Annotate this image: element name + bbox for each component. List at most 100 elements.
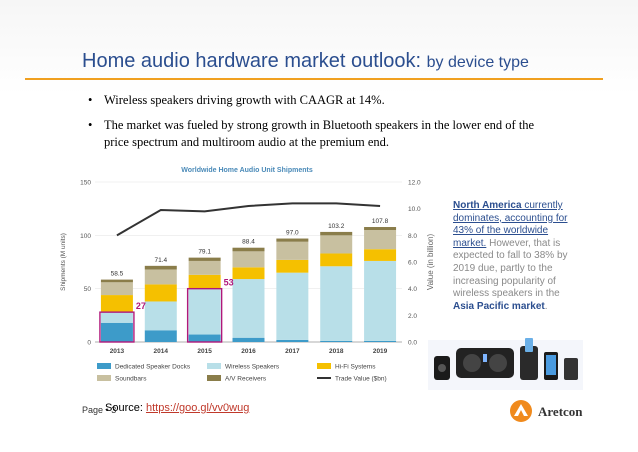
bar-total-label: 97.0 bbox=[286, 230, 299, 237]
legend-label: A/V Receivers bbox=[225, 376, 267, 383]
aretcon-logo: Aretcon bbox=[508, 398, 628, 424]
aretcon-logo-icon bbox=[510, 400, 532, 422]
logo-text: Aretcon bbox=[538, 404, 583, 419]
y-tick-label: 50 bbox=[84, 286, 92, 293]
boombox-right-speaker-icon bbox=[489, 354, 507, 372]
bullet-item: • The market was fueled by strong growth… bbox=[88, 117, 548, 151]
legend-swatch-wireless bbox=[207, 363, 221, 369]
bar-docks bbox=[276, 339, 309, 342]
y-tick-label: 100 bbox=[80, 233, 91, 240]
legend-label: Trade Value ($bn) bbox=[335, 376, 387, 383]
bullet-dot-icon: • bbox=[88, 118, 93, 132]
bar-soundbars bbox=[276, 241, 309, 260]
page-number: Page • 3 bbox=[82, 405, 116, 415]
bar-total-label: 103.2 bbox=[328, 223, 345, 230]
bar-total-label: 88.4 bbox=[242, 239, 255, 246]
dock-speaker-icon bbox=[520, 346, 538, 380]
note-region: North America bbox=[453, 200, 522, 211]
y2-axis-label: Value (in billion) bbox=[426, 234, 435, 291]
bar-total-label: 58.5 bbox=[111, 271, 124, 278]
boombox-display-icon bbox=[483, 354, 487, 362]
y-axis-label: Shipments (M units) bbox=[60, 233, 67, 291]
slide-title-sub: by device type bbox=[426, 54, 529, 71]
x-tick-label: 2017 bbox=[285, 348, 300, 355]
y2-tick-label: 0.0 bbox=[408, 340, 417, 347]
bar-hifi bbox=[364, 249, 397, 261]
legend-swatch-av bbox=[207, 375, 221, 381]
bar-hifi bbox=[232, 267, 265, 280]
legend-label: Dedicated Speaker Docks bbox=[115, 364, 191, 371]
legend-label: Soundbars bbox=[115, 376, 147, 383]
note-part1: currently dominates, accounting for 43% … bbox=[453, 200, 568, 249]
legend-swatch-soundbars bbox=[97, 375, 111, 381]
slide-header-background bbox=[0, 0, 638, 95]
bullet-dot-icon: • bbox=[88, 93, 93, 107]
title-divider bbox=[25, 78, 603, 80]
page-number-value: 3 bbox=[111, 405, 117, 415]
y2-tick-label: 12.0 bbox=[408, 180, 421, 187]
bar-av bbox=[320, 231, 353, 236]
bar-docks bbox=[188, 334, 221, 342]
x-tick-label: 2018 bbox=[329, 348, 344, 355]
bullet-text: Wireless speakers driving growth with CA… bbox=[104, 93, 385, 107]
mini-speaker-icon bbox=[564, 358, 578, 380]
bar-hifi bbox=[144, 284, 177, 302]
bar-docks bbox=[320, 340, 353, 342]
bar-hifi bbox=[188, 274, 221, 289]
highlight-box bbox=[99, 311, 135, 343]
source-label: Source: bbox=[105, 402, 143, 414]
bar-soundbars bbox=[232, 251, 265, 268]
bar-total-label: 79.1 bbox=[198, 249, 211, 256]
bar-wireless bbox=[100, 312, 133, 323]
bar-wireless bbox=[364, 260, 397, 341]
y2-tick-label: 2.0 bbox=[408, 313, 417, 320]
legend-swatch-hifi bbox=[317, 363, 331, 369]
y2-tick-label: 10.0 bbox=[408, 206, 421, 213]
x-tick-label: 2013 bbox=[110, 348, 125, 355]
bar-av bbox=[364, 227, 397, 230]
note-asia: Asia Pacific market bbox=[453, 300, 545, 312]
bar-total-label: 107.8 bbox=[372, 218, 389, 225]
x-tick-label: 2014 bbox=[154, 348, 169, 355]
speaker-cone-icon bbox=[438, 364, 446, 372]
bullet-list: • Wireless speakers driving growth with … bbox=[88, 92, 548, 159]
bar-hifi bbox=[100, 295, 133, 313]
bullet-item: • Wireless speakers driving growth with … bbox=[88, 92, 548, 109]
highlight-label: 53 bbox=[224, 278, 234, 288]
page-separator: • bbox=[105, 405, 109, 415]
docked-phone-icon bbox=[525, 338, 533, 352]
page-label: Page bbox=[82, 405, 104, 415]
bar-hifi bbox=[320, 253, 353, 267]
bar-av bbox=[100, 279, 133, 283]
trade-value-line bbox=[116, 202, 381, 237]
bar-soundbars bbox=[100, 282, 133, 296]
bar-docks bbox=[144, 330, 177, 342]
bar-docks bbox=[364, 340, 397, 342]
phone-screen-icon bbox=[546, 355, 556, 375]
bar-av bbox=[144, 265, 177, 270]
highlight-box bbox=[186, 287, 223, 343]
x-tick-label: 2015 bbox=[197, 348, 212, 355]
bullet-text: The market was fueled by strong growth i… bbox=[104, 118, 535, 149]
bar-soundbars bbox=[364, 230, 397, 250]
boombox-left-speaker-icon bbox=[463, 354, 481, 372]
shipments-chart: Worldwide Home Audio Unit Shipments 0 50 10… bbox=[57, 160, 437, 400]
x-tick-label: 2016 bbox=[241, 348, 256, 355]
note-part2: However, that is expected to fall to 38%… bbox=[453, 237, 568, 300]
highlight-label: 27 bbox=[136, 301, 146, 311]
chart-title: Worldwide Home Audio Unit Shipments bbox=[181, 167, 313, 174]
y-tick-label: 0 bbox=[87, 340, 91, 347]
x-tick-label: 2019 bbox=[373, 348, 388, 355]
source-link[interactable]: https://goo.gl/vv0wug bbox=[145, 402, 250, 414]
bar-soundbars bbox=[144, 269, 177, 285]
source-line: Source: https://goo.gl/vv0wug bbox=[105, 402, 249, 414]
audio-devices-image bbox=[428, 338, 583, 390]
bar-docks bbox=[100, 322, 133, 342]
bar-wireless bbox=[232, 279, 265, 338]
bar-wireless bbox=[276, 272, 309, 340]
shipments-chart-svg: Worldwide Home Audio Unit Shipments 0 50 10… bbox=[60, 167, 435, 383]
bar-wireless bbox=[144, 301, 177, 331]
y-tick-label: 150 bbox=[80, 180, 91, 187]
note-end: . bbox=[544, 300, 548, 312]
y2-tick-label: 8.0 bbox=[408, 233, 417, 240]
